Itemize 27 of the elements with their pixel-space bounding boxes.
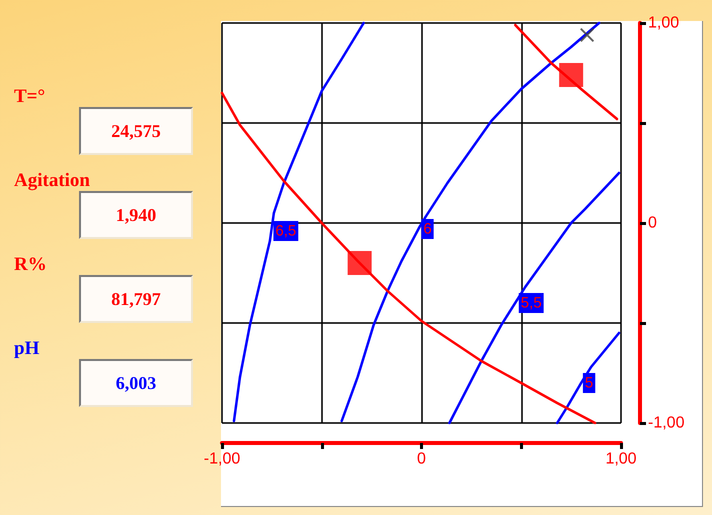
annotation: 6 [423,220,432,238]
x-tick-label: 1,00 [605,450,637,468]
text: R% [14,254,47,276]
point [559,63,584,87]
annotation: 5 [584,374,594,392]
text: T=° [14,86,46,108]
line-series [556,332,620,424]
point [348,251,372,275]
text: Agitation [14,170,90,192]
line-series [514,24,618,120]
annotation: 6,5 [275,222,296,240]
text: pH [14,338,40,360]
y-tick-label: -1,00 [648,414,685,432]
line-series [448,172,620,424]
readout-field: 1,940 [79,191,193,239]
readout-field: 6,003 [79,359,193,407]
point [580,28,594,42]
x-tick-label: 0 [417,450,426,468]
annotation: 5,5 [520,294,542,312]
readout-field: 81,797 [79,275,193,323]
line-series [340,22,600,422]
line-series [220,92,596,424]
line-series [232,22,365,422]
readout-field: 24,575 [79,107,193,155]
y-tick-label: 0 [648,214,657,232]
x-tick-label: -1,00 [204,450,240,468]
y-tick-label: 1,00 [648,14,680,32]
